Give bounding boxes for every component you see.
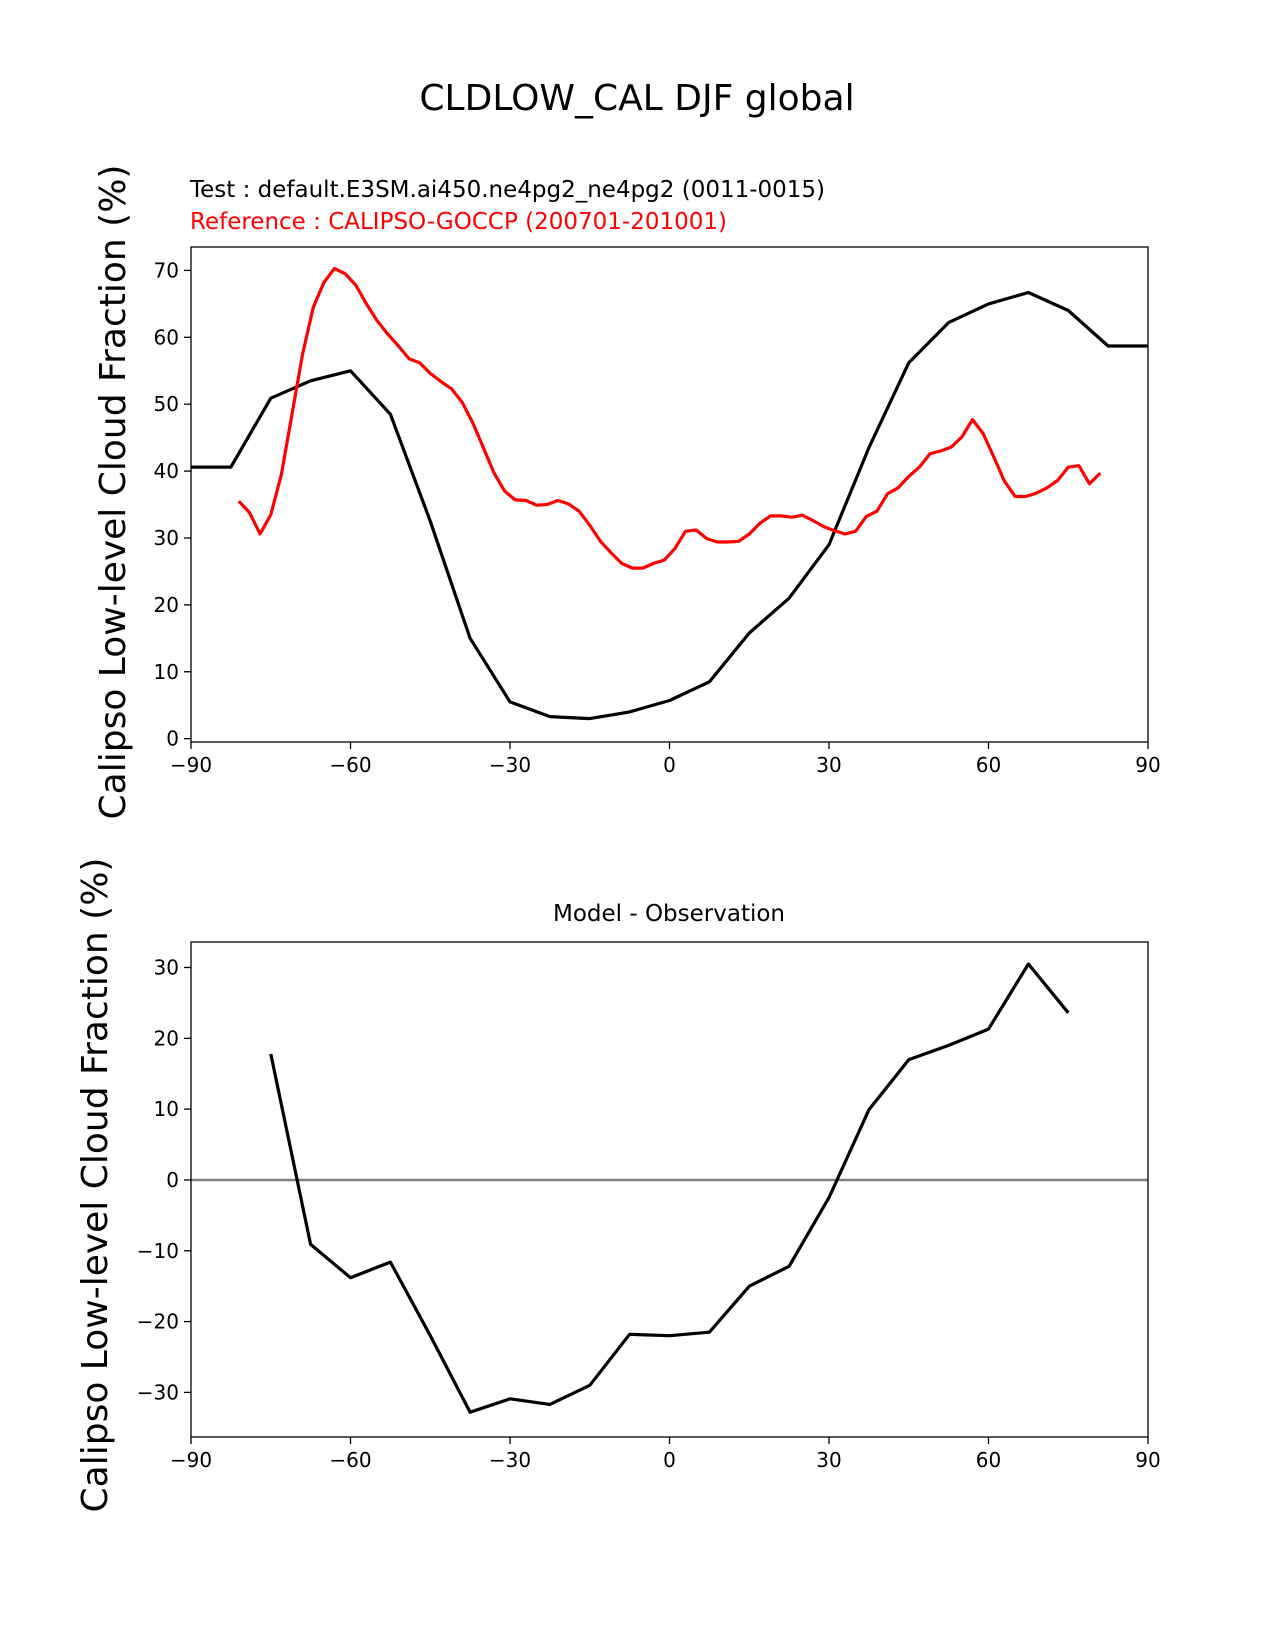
- top-axis-ticks: −90 −60 −30 0 30 60 90 0 10 20 30 40 50 60 70: [154, 258, 1161, 777]
- bottom-ytick-label: −30: [137, 1380, 179, 1404]
- bottom-ylabel: Calipso Low-level Cloud Fraction (%): [75, 858, 116, 1513]
- bottom-xtick-label: 30: [816, 1448, 841, 1472]
- top-panel: Test : default.E3SM.ai450.ne4pg2_ne4pg2 …: [93, 165, 1161, 820]
- top-series-reference: [237, 266, 1102, 570]
- top-xtick-label: −90: [170, 753, 212, 777]
- figure-suptitle: CLDLOW_CAL DJF global: [419, 78, 854, 119]
- top-reference-label: Reference : CALIPSO-GOCCP (200701-201001…: [190, 209, 727, 235]
- top-test-label: Test : default.E3SM.ai450.ne4pg2_ne4pg2 …: [189, 177, 825, 203]
- bottom-ytick-label: 10: [154, 1097, 179, 1121]
- top-xtick-label: 0: [663, 753, 676, 777]
- bottom-xtick-label: 90: [1135, 1448, 1160, 1472]
- bottom-title: Model - Observation: [553, 901, 785, 927]
- bottom-ytick-label: 30: [154, 955, 179, 979]
- top-ytick-label: 10: [154, 660, 179, 684]
- top-series-test: [191, 290, 1148, 721]
- top-ytick-label: 20: [154, 593, 179, 617]
- bottom-xtick-label: −90: [170, 1448, 212, 1472]
- top-xtick-label: −30: [489, 753, 531, 777]
- bottom-xtick-label: 0: [663, 1448, 676, 1472]
- bottom-axis-ticks: −90 −60 −30 0 30 60 90 −30 −20 −10 0 10 20 30: [137, 955, 1161, 1472]
- top-ytick-label: 40: [154, 459, 179, 483]
- bottom-ytick-label: 20: [154, 1026, 179, 1050]
- top-ytick-label: 30: [154, 526, 179, 550]
- bottom-plot-frame: [190, 941, 1149, 1438]
- top-ytick-label: 60: [154, 325, 179, 349]
- top-ytick-label: 70: [154, 258, 179, 282]
- bottom-series-difference: [269, 962, 1070, 1414]
- top-ytick-label: 0: [166, 727, 179, 751]
- bottom-panel: Model - Observation Calipso Low-level Cl…: [75, 858, 1161, 1513]
- bottom-ytick-label: −20: [137, 1310, 179, 1334]
- bottom-ytick-label: −10: [137, 1239, 179, 1263]
- top-xtick-label: 30: [816, 753, 841, 777]
- bottom-xtick-label: −60: [329, 1448, 371, 1472]
- top-xtick-label: −60: [329, 753, 371, 777]
- top-series-group: [191, 266, 1148, 721]
- top-xtick-label: 90: [1135, 753, 1160, 777]
- bottom-xtick-label: −30: [489, 1448, 531, 1472]
- top-xtick-label: 60: [976, 753, 1001, 777]
- top-ylabel: Calipso Low-level Cloud Fraction (%): [93, 165, 134, 820]
- bottom-xtick-label: 60: [976, 1448, 1001, 1472]
- top-plot-frame: [190, 246, 1149, 743]
- bottom-ytick-label: 0: [166, 1168, 179, 1192]
- top-ytick-label: 50: [154, 392, 179, 416]
- bottom-series-group: [191, 962, 1148, 1414]
